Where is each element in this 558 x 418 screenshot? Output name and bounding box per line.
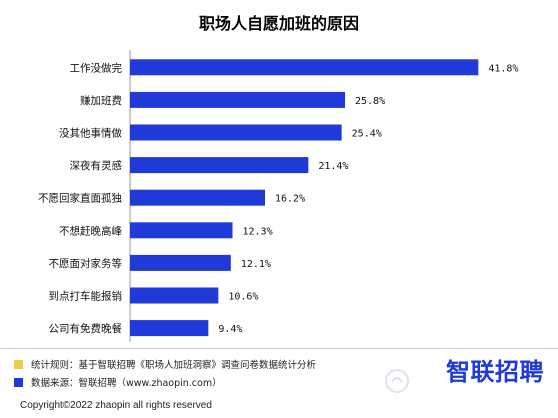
bar [130, 59, 479, 76]
rule-swatch [14, 359, 23, 369]
bar [130, 189, 265, 206]
category-label: 没其他事情做 [59, 127, 122, 140]
value-label: 12.3% [243, 226, 273, 237]
note-rule: 统计规则：基于智联招聘《职场人加班洞察》调查问卷数据统计分析 [14, 357, 316, 371]
note-source-text: 数据来源：智联招聘（www.zhaopin.com） [31, 378, 222, 389]
bar [130, 124, 342, 141]
bar [130, 91, 345, 108]
value-label: 41.8% [488, 63, 518, 74]
category-label: 工作没做完 [70, 61, 123, 74]
brand-logo: 智联招聘 [446, 352, 544, 387]
value-label: 21.4% [318, 161, 348, 172]
bar [130, 254, 231, 271]
value-label: 9.4% [218, 324, 242, 335]
copyright-text: Copyright©2022 zhaopin all rights reserv… [20, 400, 212, 411]
category-label: 赚加班费 [80, 94, 122, 107]
watermark-icon [385, 369, 409, 393]
bar [130, 287, 219, 304]
note-rule-text: 统计规则：基于智联招聘《职场人加班洞察》调查问卷数据统计分析 [31, 360, 317, 371]
note-source: 数据来源：智联招聘（www.zhaopin.com） [14, 375, 222, 389]
source-swatch [14, 377, 23, 387]
category-label: 不愿回家直面孤独 [38, 192, 122, 205]
bar [130, 157, 309, 174]
category-label: 公司有免费晚餐 [49, 322, 123, 335]
category-label: 不愿面对家务等 [49, 257, 123, 270]
bar-chart: 工作没做完 41.8% 赚加班费 25.8% 没其他事情做 25.4% 深夜有灵感 21.4%… [38, 50, 518, 342]
value-label: 25.8% [355, 96, 385, 107]
brand-logo-text: 智联招聘 [446, 358, 544, 386]
chart-title: 职场人自愿加班的原因 [198, 14, 359, 33]
value-label: 12.1% [241, 259, 271, 270]
watermark [384, 368, 410, 394]
category-label: 不想赶晚高峰 [59, 224, 122, 237]
category-label: 深夜有灵感 [70, 159, 123, 172]
bar [130, 222, 233, 239]
value-label: 25.4% [352, 129, 382, 140]
value-label: 16.2% [275, 194, 305, 205]
bar [130, 320, 209, 337]
category-label: 到点打车能报销 [49, 290, 123, 303]
value-label: 10.6% [228, 292, 258, 303]
divider-line [0, 348, 558, 349]
